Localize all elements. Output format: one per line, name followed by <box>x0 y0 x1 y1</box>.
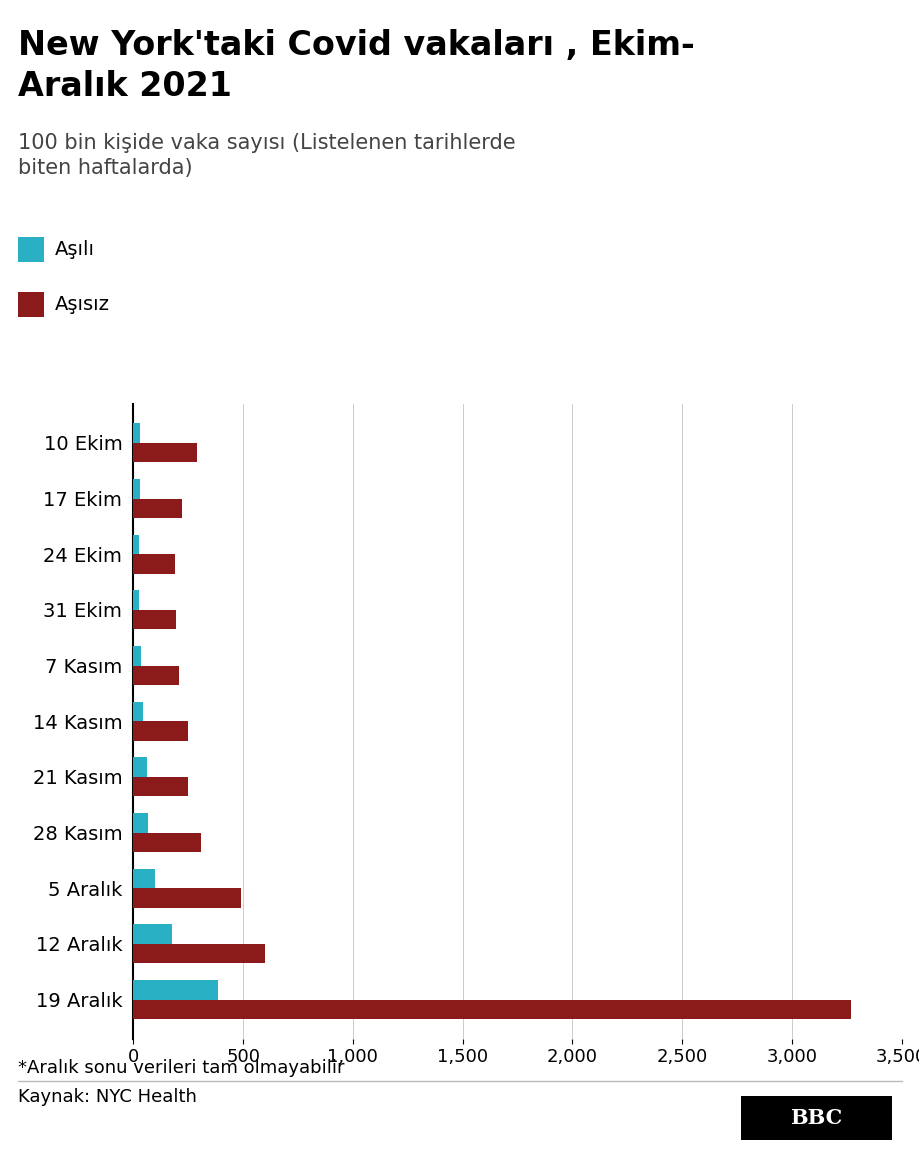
Bar <box>133 554 175 574</box>
Bar <box>133 666 179 685</box>
Bar <box>133 424 140 443</box>
Bar <box>133 499 181 518</box>
Bar <box>133 702 143 721</box>
Bar <box>133 980 218 999</box>
Bar <box>133 944 265 964</box>
Bar <box>133 479 140 499</box>
Text: 100 bin kişide vaka sayısı (Listelenen tarihlerde
biten haftalarda): 100 bin kişide vaka sayısı (Listelenen t… <box>18 133 516 178</box>
Bar <box>133 646 141 666</box>
Bar <box>133 757 146 777</box>
Text: *Aralık sonu verileri tam olmayabilir: *Aralık sonu verileri tam olmayabilir <box>18 1059 345 1078</box>
Bar <box>133 832 201 852</box>
Text: New York'taki Covid vakaları , Ekim-
Aralık 2021: New York'taki Covid vakaları , Ekim- Ara… <box>18 29 695 103</box>
Bar <box>133 777 188 796</box>
Text: Kaynak: NYC Health: Kaynak: NYC Health <box>18 1088 197 1107</box>
Bar <box>133 924 172 944</box>
Bar <box>133 721 188 741</box>
Text: Aşısız: Aşısız <box>55 295 110 314</box>
Bar <box>133 610 176 629</box>
Bar <box>133 889 241 908</box>
Bar <box>133 869 155 889</box>
Bar <box>133 534 139 554</box>
Bar <box>133 999 850 1019</box>
Bar <box>133 443 197 463</box>
Text: BBC: BBC <box>789 1108 842 1129</box>
Text: Aşılı: Aşılı <box>55 240 95 258</box>
Bar <box>133 814 148 832</box>
Bar <box>133 591 139 610</box>
